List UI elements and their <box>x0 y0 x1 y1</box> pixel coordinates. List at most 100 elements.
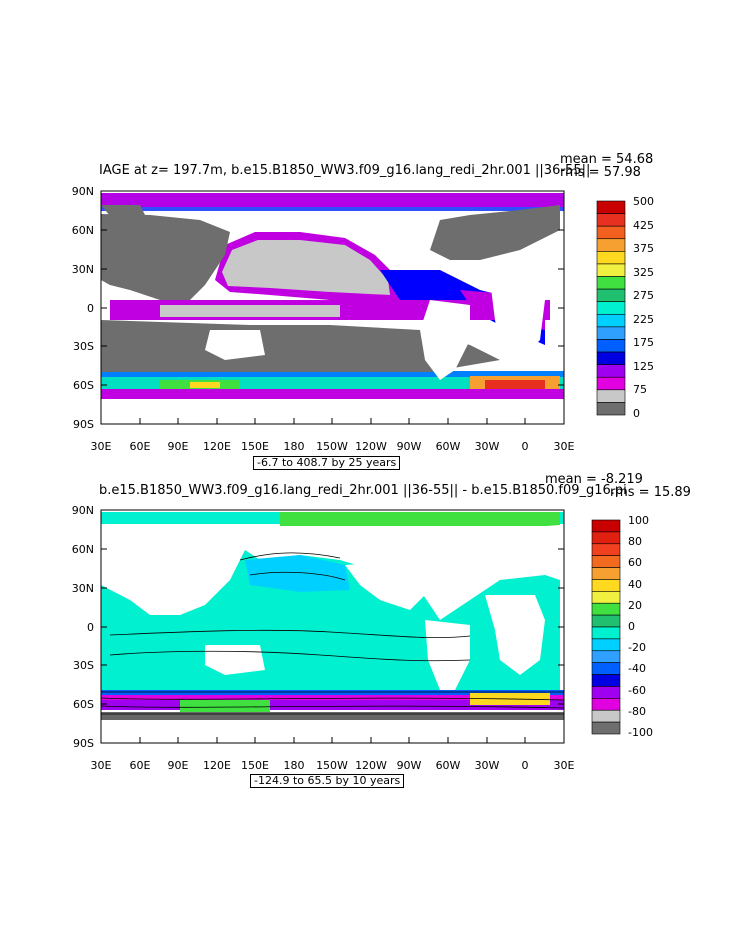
colorbar-label-4: 275 <box>633 289 654 303</box>
lon-label-10: 30W <box>474 440 500 453</box>
lat-label-4: 30S <box>73 340 94 353</box>
lat-label-0: 90N <box>71 504 94 517</box>
lon-label-0: 30E <box>90 759 112 772</box>
lat-label-5: 60S <box>73 698 94 711</box>
lon-label-6: 150W <box>316 440 348 453</box>
panel1-eurasia <box>430 205 560 260</box>
lon-label-11: 0 <box>521 440 529 453</box>
lon-label-8: 90W <box>396 759 422 772</box>
panel1-africa <box>490 280 545 360</box>
colorbar-label-8: -60 <box>628 683 646 697</box>
colorbar-label-7: -40 <box>628 662 646 676</box>
colorbar-label-10: -100 <box>628 726 653 739</box>
lat-label-1: 60N <box>71 543 94 556</box>
cb2-swatch-1 <box>591 531 621 545</box>
cb1-swatch-7 <box>596 288 626 303</box>
colorbar-label-4: 20 <box>628 598 642 612</box>
colorbar-label-9: 0 <box>633 407 640 420</box>
lon-label-3: 120E <box>203 759 231 772</box>
panel2-north-america <box>345 560 430 610</box>
colorbar-label-3: 40 <box>628 577 642 591</box>
lat-label-5: 60S <box>73 379 94 392</box>
cb2-swatch-14 <box>591 686 621 699</box>
colorbar-label-9: -80 <box>628 704 646 718</box>
lon-label-3: 120E <box>203 440 231 453</box>
cb2-swatch-3 <box>591 555 621 568</box>
cb1-swatch-6 <box>596 276 626 290</box>
panel1-map <box>100 190 565 425</box>
cb2-swatch-9 <box>591 626 621 640</box>
panel2-asia <box>101 528 245 615</box>
lon-label-12: 30E <box>553 759 575 772</box>
lat-label-1: 60N <box>71 224 94 237</box>
lat-label-4: 30S <box>73 659 94 672</box>
panel2-mean: mean = -8.219 <box>545 472 643 487</box>
cb1-swatch-16 <box>596 402 626 416</box>
lon-label-4: 150E <box>241 759 269 772</box>
colorbar-label-6: 175 <box>633 336 654 350</box>
colorbar-label-3: 325 <box>633 265 654 279</box>
lon-label-2: 90E <box>167 440 189 453</box>
cb1-swatch-5 <box>596 263 626 277</box>
panel2-colorbar <box>591 519 621 735</box>
lon-label-0: 30E <box>90 440 112 453</box>
panel1-arctic-band <box>101 193 564 207</box>
panel2-contours <box>100 552 565 715</box>
cb2-swatch-11 <box>591 650 621 663</box>
lat-label-2: 30N <box>71 582 94 595</box>
cb2-swatch-0 <box>591 519 621 533</box>
panel2-title: b.e15.B1850_WW3.f09_g16.lang_redi_2hr.00… <box>99 483 627 498</box>
lat-label-0: 90N <box>71 185 94 198</box>
panel2-australia <box>205 645 265 675</box>
cb1-swatch-12 <box>596 351 626 365</box>
lon-label-4: 150E <box>241 440 269 453</box>
panel2-ticks <box>101 548 564 743</box>
cb1-swatch-0 <box>596 200 626 214</box>
colorbar-label-1: 80 <box>628 535 642 549</box>
cb2-swatch-17 <box>591 721 621 735</box>
colorbar-label-2: 375 <box>633 242 654 256</box>
cb2-swatch-10 <box>591 638 621 652</box>
colorbar-label-0: 500 <box>633 195 654 208</box>
cb1-swatch-14 <box>596 376 626 391</box>
cb1-swatch-8 <box>596 301 626 315</box>
colorbar-label-2: 60 <box>628 556 642 570</box>
colorbar-label-8: 75 <box>633 383 647 397</box>
colorbar-label-7: 125 <box>633 359 654 373</box>
panel1-range-label: -6.7 to 408.7 by 25 years <box>253 456 401 470</box>
cb1-swatch-13 <box>596 364 626 378</box>
lon-label-7: 120W <box>355 759 387 772</box>
panel2-rms: rms = 15.89 <box>610 485 691 500</box>
cb1-swatch-2 <box>596 225 626 240</box>
lon-label-1: 60E <box>129 440 151 453</box>
cb2-swatch-7 <box>591 602 621 616</box>
lon-label-1: 60E <box>129 759 151 772</box>
lon-label-12: 30E <box>553 440 575 453</box>
cb2-swatch-4 <box>591 567 621 580</box>
panel1-rms: rms = 57.98 <box>560 165 641 180</box>
cb2-swatch-12 <box>591 662 621 675</box>
lat-label-2: 30N <box>71 263 94 276</box>
panel1-australia <box>205 330 265 360</box>
lon-label-11: 0 <box>521 759 529 772</box>
panel2-arctic <box>280 512 560 526</box>
colorbar-label-5: 0 <box>628 620 635 633</box>
cb2-swatch-16 <box>591 709 621 723</box>
panel2-map <box>100 509 565 744</box>
lat-label-6: 90S <box>73 418 94 431</box>
cb2-swatch-15 <box>591 698 621 711</box>
lon-label-9: 60W <box>435 759 461 772</box>
cb1-swatch-15 <box>596 389 626 403</box>
lat-label-3: 0 <box>87 621 94 634</box>
colorbar-label-0: 100 <box>628 514 649 527</box>
lon-label-6: 150W <box>316 759 348 772</box>
panel1-asia <box>101 214 230 300</box>
panel1-title: IAGE at z= 197.7m, b.e15.B1850_WW3.f09_g… <box>99 163 591 178</box>
lat-label-3: 0 <box>87 302 94 315</box>
cb2-swatch-2 <box>591 543 621 556</box>
panel2-africa <box>485 595 545 675</box>
panel2-range-label: -124.9 to 65.5 by 10 years <box>250 774 405 788</box>
cb2-swatch-6 <box>591 591 621 604</box>
lat-label-6: 90S <box>73 737 94 750</box>
colorbar-label-1: 425 <box>633 218 654 232</box>
